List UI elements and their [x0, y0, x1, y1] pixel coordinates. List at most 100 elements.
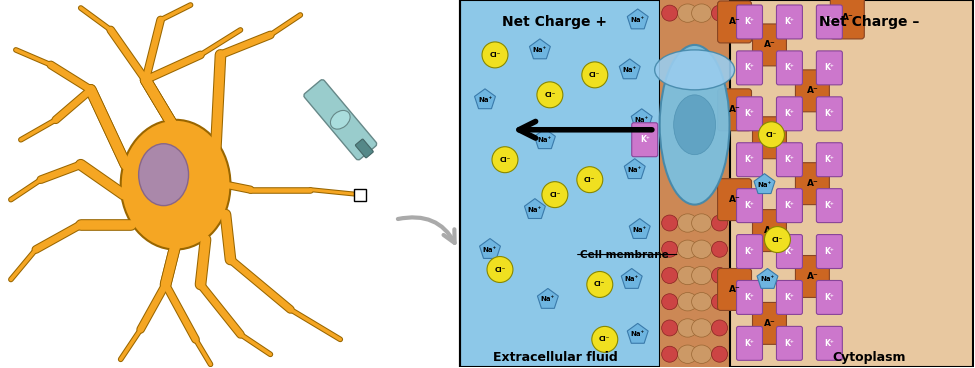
- Text: K⁺: K⁺: [745, 109, 755, 118]
- Circle shape: [712, 346, 727, 362]
- Circle shape: [712, 241, 727, 257]
- Text: Net Charge +: Net Charge +: [502, 15, 607, 29]
- Text: Cl⁻: Cl⁻: [772, 237, 783, 243]
- FancyBboxPatch shape: [356, 139, 373, 158]
- FancyBboxPatch shape: [776, 189, 802, 223]
- Circle shape: [582, 62, 607, 88]
- Ellipse shape: [674, 95, 716, 155]
- Polygon shape: [475, 89, 495, 109]
- FancyBboxPatch shape: [304, 79, 376, 160]
- Text: K⁺: K⁺: [745, 339, 755, 348]
- FancyBboxPatch shape: [816, 51, 842, 85]
- Text: K⁺: K⁺: [785, 109, 795, 118]
- FancyBboxPatch shape: [776, 280, 802, 314]
- Text: K⁺: K⁺: [785, 155, 795, 164]
- Text: Na⁺: Na⁺: [633, 227, 646, 233]
- Text: Na⁺: Na⁺: [483, 247, 497, 252]
- FancyBboxPatch shape: [816, 143, 842, 177]
- Circle shape: [662, 294, 678, 310]
- Bar: [460, 0, 660, 367]
- FancyBboxPatch shape: [776, 51, 802, 85]
- Circle shape: [662, 320, 678, 336]
- Text: Cl⁻: Cl⁻: [584, 177, 596, 183]
- Text: K⁺: K⁺: [825, 201, 835, 210]
- Text: Na⁺: Na⁺: [623, 67, 637, 73]
- FancyBboxPatch shape: [753, 117, 787, 159]
- Circle shape: [487, 256, 513, 283]
- FancyBboxPatch shape: [718, 89, 752, 131]
- Text: Cl⁻: Cl⁻: [549, 192, 561, 198]
- Ellipse shape: [691, 214, 712, 232]
- Text: Cell membrane: Cell membrane: [580, 250, 669, 259]
- Text: Cl⁻: Cl⁻: [499, 157, 511, 163]
- FancyBboxPatch shape: [816, 280, 842, 314]
- Text: Cl⁻: Cl⁻: [594, 282, 605, 287]
- Text: K⁺: K⁺: [745, 155, 755, 164]
- FancyBboxPatch shape: [736, 234, 762, 269]
- FancyBboxPatch shape: [718, 179, 752, 220]
- Text: A⁻: A⁻: [728, 195, 740, 204]
- Circle shape: [712, 268, 727, 283]
- FancyBboxPatch shape: [753, 302, 787, 344]
- FancyBboxPatch shape: [736, 97, 762, 131]
- FancyBboxPatch shape: [816, 326, 842, 360]
- Text: K⁺: K⁺: [745, 293, 755, 302]
- FancyBboxPatch shape: [753, 24, 787, 66]
- Polygon shape: [624, 159, 645, 178]
- Text: Na⁺: Na⁺: [541, 297, 555, 302]
- Polygon shape: [537, 289, 559, 308]
- Polygon shape: [754, 174, 775, 194]
- FancyBboxPatch shape: [736, 326, 762, 360]
- FancyBboxPatch shape: [736, 51, 762, 85]
- Text: A⁻: A⁻: [806, 86, 818, 95]
- Text: K⁺: K⁺: [825, 339, 835, 348]
- Text: K⁺: K⁺: [745, 201, 755, 210]
- FancyBboxPatch shape: [776, 143, 802, 177]
- Ellipse shape: [660, 45, 729, 205]
- Text: Na⁺: Na⁺: [538, 137, 552, 143]
- Text: Cl⁻: Cl⁻: [599, 336, 610, 342]
- Circle shape: [577, 167, 603, 192]
- Circle shape: [492, 147, 518, 173]
- Text: K⁺: K⁺: [640, 135, 649, 144]
- Ellipse shape: [678, 319, 697, 337]
- Text: A⁻: A⁻: [806, 272, 818, 281]
- FancyBboxPatch shape: [796, 255, 830, 297]
- FancyBboxPatch shape: [776, 5, 802, 39]
- FancyBboxPatch shape: [796, 163, 830, 205]
- Ellipse shape: [691, 266, 712, 285]
- FancyBboxPatch shape: [816, 5, 842, 39]
- Text: Na⁺: Na⁺: [631, 17, 644, 23]
- FancyBboxPatch shape: [796, 70, 830, 112]
- Circle shape: [587, 272, 612, 297]
- Text: K⁺: K⁺: [745, 247, 755, 256]
- Text: K⁺: K⁺: [745, 17, 755, 26]
- Text: K⁺: K⁺: [785, 293, 795, 302]
- Ellipse shape: [138, 144, 188, 206]
- Circle shape: [759, 122, 785, 148]
- Ellipse shape: [691, 345, 712, 363]
- FancyBboxPatch shape: [718, 269, 752, 311]
- Text: K⁺: K⁺: [785, 63, 795, 72]
- Polygon shape: [525, 199, 545, 219]
- Text: Na⁺: Na⁺: [527, 206, 542, 213]
- Text: Na⁺: Na⁺: [532, 47, 547, 53]
- Text: Na⁺: Na⁺: [625, 276, 639, 283]
- Circle shape: [662, 215, 678, 231]
- Text: Net Charge –: Net Charge –: [819, 15, 919, 29]
- Polygon shape: [621, 269, 643, 289]
- Circle shape: [542, 182, 567, 208]
- Text: A⁻: A⁻: [763, 40, 775, 49]
- Text: Cytoplasm: Cytoplasm: [833, 351, 906, 364]
- Text: Na⁺: Na⁺: [478, 97, 492, 103]
- FancyBboxPatch shape: [776, 97, 802, 131]
- Text: A⁻: A⁻: [728, 105, 740, 114]
- FancyBboxPatch shape: [736, 280, 762, 314]
- Polygon shape: [619, 59, 641, 79]
- Circle shape: [537, 82, 563, 108]
- Ellipse shape: [691, 319, 712, 337]
- Circle shape: [764, 227, 791, 252]
- Text: Na⁺: Na⁺: [760, 276, 774, 283]
- FancyBboxPatch shape: [816, 234, 842, 269]
- Text: K⁺: K⁺: [825, 109, 835, 118]
